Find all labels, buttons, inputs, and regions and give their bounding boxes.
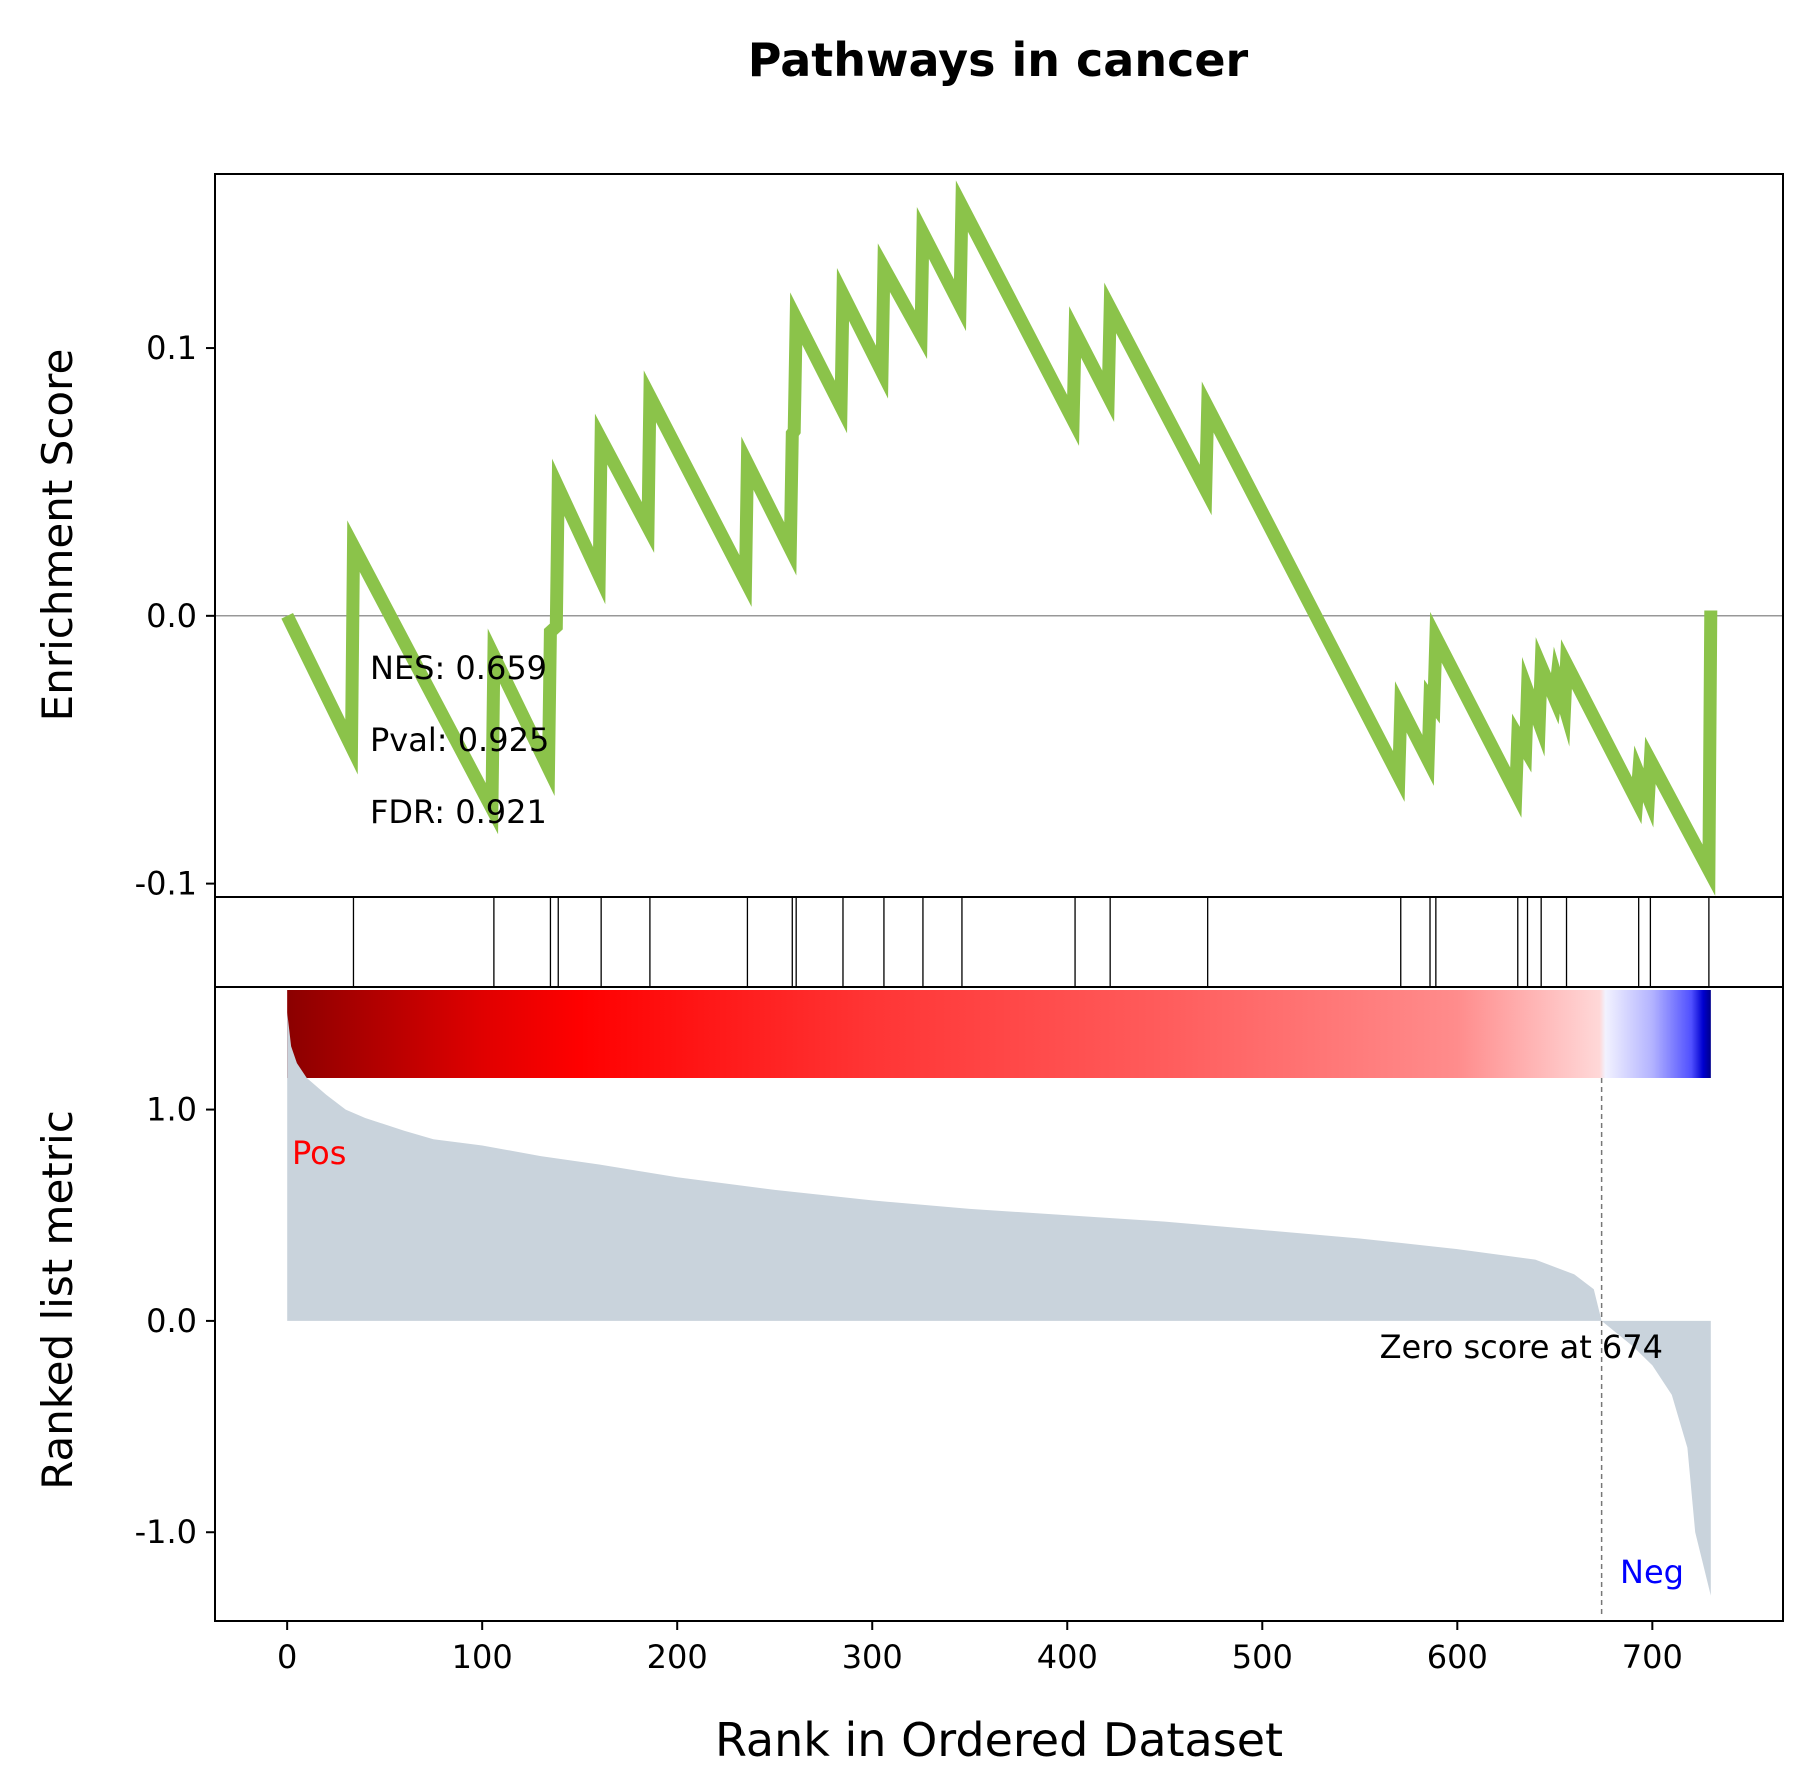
enrichment-score-line [281,180,1718,896]
es-y-ticks: 0.1 0.0 -0.1 [135,329,215,903]
pval-annotation: Pval: 0.925 [370,721,549,759]
es-y-tick-label: 0.0 [146,597,197,635]
x-tick-label: 400 [1037,1638,1098,1676]
hits-frame [214,896,1784,988]
metric-y-ticks: 1.0 0.0 -1.0 [135,1091,215,1551]
nes-annotation: NES: 0.659 [370,649,547,687]
ranked-metric-area [287,1012,1711,1596]
x-tick-label: 300 [842,1638,903,1676]
x-tick-label: 200 [647,1638,708,1676]
fdr-annotation: FDR: 0.921 [370,793,547,831]
ranked-metric-panel: Zero score at 674 Pos Neg 1.0 0.0 -1.0 Ran… [33,986,1784,1622]
es-y-tick-label: 0.1 [146,329,197,367]
metric-y-tick-label: 1.0 [146,1091,197,1129]
enrichment-y-label: Enrichment Score [33,349,82,722]
es-y-tick-label: -0.1 [135,865,197,903]
x-tick-label: 600 [1427,1638,1488,1676]
metric-y-tick-label: -1.0 [135,1513,197,1551]
hit-markers [352,897,1710,987]
ranked-metric-y-label: Ranked list metric [33,1110,82,1490]
x-axis-label: Rank in Ordered Dataset [715,1713,1283,1767]
pos-label: Pos [292,1134,346,1172]
x-tick-label: 500 [1232,1638,1293,1676]
neg-label: Neg [1620,1553,1684,1591]
x-tick-label: 100 [452,1638,513,1676]
ranked-metric-frame [214,986,1784,1622]
metric-y-tick-label: 0.0 [146,1302,197,1340]
hits-panel [214,896,1784,988]
zero-score-label: Zero score at 674 [1380,1328,1663,1366]
rank-heatmap-bar [287,990,1711,1078]
x-tick-label: 0 [277,1638,297,1676]
x-tick-label: 700 [1622,1638,1683,1676]
x-axis-ticks: 0 100 200 300 400 500 600 700 [277,1621,1683,1676]
chart-title: Pathways in cancer [748,33,1249,87]
enrichment-panel: 0.1 0.0 -0.1 NES: 0.659 Pval: 0.925 FDR: 0… [33,173,1784,903]
